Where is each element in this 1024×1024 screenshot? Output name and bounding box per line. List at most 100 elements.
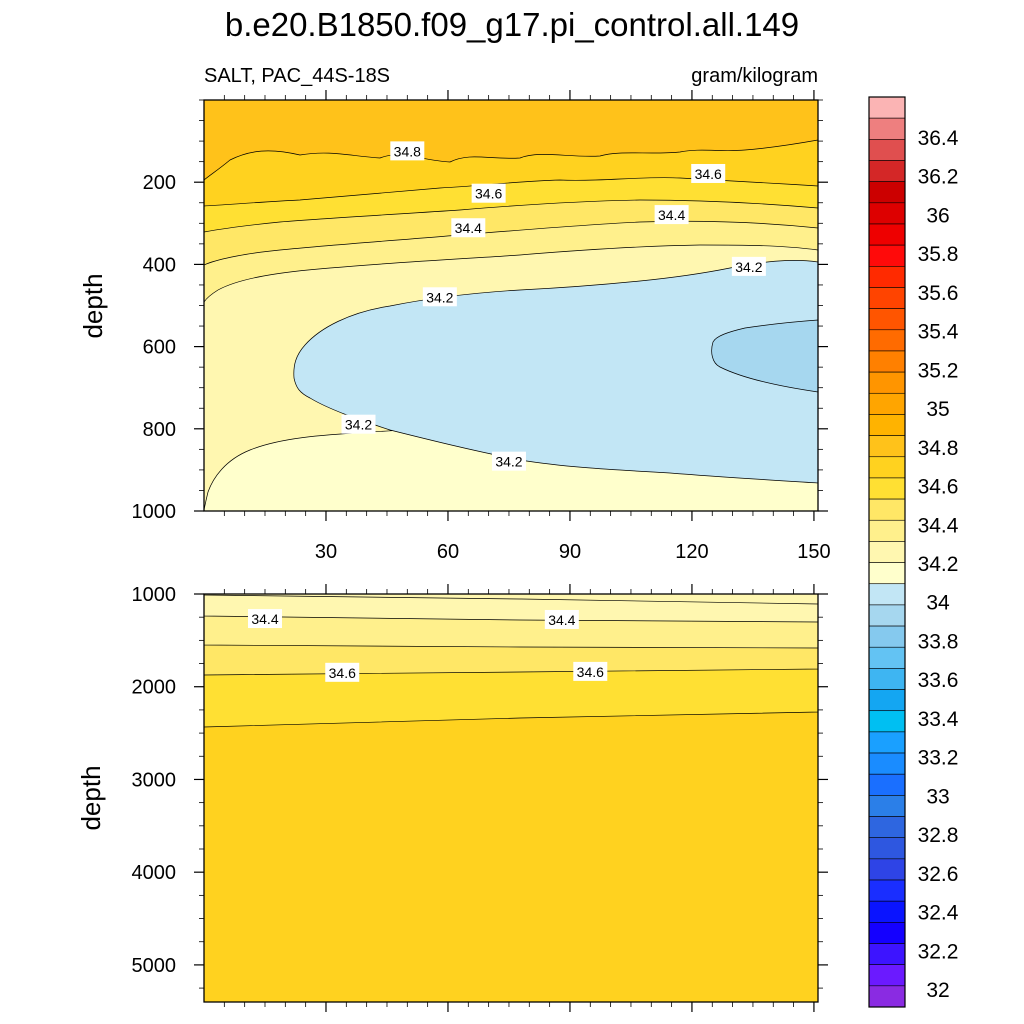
contour-label: 34.2 [341, 414, 376, 434]
colorbar-swatch [868, 287, 906, 309]
contour-label: 34.4 [247, 609, 282, 629]
colorbar-swatch [868, 435, 906, 458]
bottom-y-axis-label: depth [76, 765, 106, 830]
colorbar-swatch [868, 392, 906, 415]
colorbar-swatch [868, 414, 906, 436]
colorbar-swatch [868, 371, 906, 394]
contour-label-text: 34.4 [251, 611, 278, 627]
contour-label-text: 34.8 [394, 143, 421, 159]
y-tick-label: 1000 [132, 584, 177, 606]
contour-label: 34.2 [731, 256, 766, 276]
contour-label-text: 34.6 [577, 664, 604, 680]
y-tick-label: 2000 [132, 677, 177, 699]
colorbar-label: 35.6 [918, 282, 959, 305]
colorbar-swatch [868, 985, 906, 1008]
fill-34-2-top-b [204, 594, 818, 605]
colorbar-swatch [868, 139, 906, 161]
colorbar-swatch [868, 900, 906, 923]
contour-label: 34.8 [390, 141, 425, 161]
bottom-panel-ticks: 1000 2000 3000 4000 5000 [132, 584, 828, 1012]
contour-label: 34.4 [544, 609, 579, 629]
colorbar-label: 33.2 [918, 747, 959, 770]
colorbar-label: 32 [926, 979, 949, 1002]
colorbar-swatch [868, 96, 906, 119]
y-tick-label: 400 [143, 254, 176, 276]
colorbar-swatch [868, 583, 906, 606]
colorbar-swatch [868, 498, 906, 521]
x-tick-label: 60 [437, 541, 459, 563]
colorbar-swatch [868, 266, 906, 288]
colorbar-swatch [868, 541, 906, 563]
top-panel-fill [204, 100, 818, 511]
contour-label: 34.4 [654, 205, 689, 225]
colorbar-label: 35 [926, 398, 949, 421]
y-tick-label: 800 [143, 419, 176, 441]
contour-label: 34.6 [325, 662, 360, 682]
colorbar-frame [868, 96, 906, 1008]
x-tick-label: 120 [675, 541, 708, 563]
top-panel-contour-labels: 34.8 34.6 34.6 34.4 34.4 34.2 34.2 34.2 34.2 [341, 141, 766, 471]
x-tick-label: 90 [559, 541, 581, 563]
y-tick-label: 3000 [132, 769, 177, 791]
contour-label-text: 34.4 [658, 207, 685, 223]
contour-label: 34.4 [451, 218, 486, 238]
colorbar-label: 33.6 [918, 669, 959, 692]
colorbar-swatch [868, 519, 906, 542]
bottom-panel-contour-labels: 34.4 34.4 34.6 34.6 [247, 609, 608, 682]
colorbar: 36.4 36.2 36 35.8 35.6 35.4 35.2 35 34.8 34.6 34.4… [868, 96, 959, 1008]
y-tick-label: 600 [143, 337, 176, 359]
contour-label: 34.6 [471, 183, 506, 203]
colorbar-swatch [868, 160, 906, 182]
colorbar-label: 34.2 [918, 553, 959, 576]
right-subtitle: gram/kilogram [691, 65, 818, 87]
contour-label-text: 34.4 [455, 220, 482, 236]
colorbar-label: 35.4 [918, 321, 959, 344]
colorbar-swatch [868, 350, 906, 373]
colorbar-swatch [868, 922, 906, 944]
colorbar-swatch [868, 816, 906, 838]
colorbar-swatch [868, 689, 906, 712]
colorbar-swatch [868, 308, 906, 331]
colorbar-swatch [868, 604, 906, 627]
contour-label-text: 34.2 [735, 259, 762, 275]
colorbar-swatch [868, 562, 906, 585]
colorbar-swatch [868, 223, 906, 246]
colorbar-label: 33.4 [918, 708, 959, 731]
colorbar-swatch [868, 710, 906, 733]
contour-label-text: 34.6 [475, 186, 502, 202]
colorbar-label: 36.4 [918, 127, 959, 150]
y-tick-label: 5000 [132, 955, 177, 977]
contour-label: 34.2 [491, 451, 526, 471]
colorbar-swatch [868, 879, 906, 902]
fill-34-0-pool [293, 260, 818, 484]
bottom-panel-fill [204, 594, 818, 1002]
colorbar-swatch [868, 668, 906, 690]
contour-label: 34.6 [573, 661, 608, 681]
colorbar-label: 35.2 [918, 359, 959, 382]
left-subtitle: SALT, PAC_44S-18S [204, 65, 390, 87]
colorbar-label: 34.4 [918, 514, 959, 537]
colorbar-label: 32.8 [918, 824, 959, 847]
colorbar-swatch [868, 795, 906, 817]
colorbar-label: 36.2 [918, 166, 959, 189]
colorbar-label: 32.2 [918, 940, 959, 963]
colorbar-swatch [868, 964, 906, 987]
contour-label-text: 34.6 [695, 166, 722, 182]
contour-label: 34.6 [691, 163, 726, 183]
contour-label: 34.2 [422, 287, 457, 307]
colorbar-swatch [868, 625, 906, 648]
colorbar-label: 34 [926, 592, 950, 615]
colorbar-label: 33 [926, 785, 949, 808]
bottom-panel: 1000 2000 3000 4000 5000 34.4 34.4 34.6 34.6 de… [76, 584, 828, 1012]
colorbar-swatch [868, 117, 906, 140]
y-tick-label: 4000 [132, 862, 177, 884]
colorbar-label: 32.6 [918, 863, 959, 886]
colorbar-label: 35.8 [918, 243, 959, 266]
chart-title: b.e20.B1850.f09_g17.pi_control.all.149 [225, 6, 799, 43]
colorbar-label: 33.8 [918, 630, 959, 653]
colorbar-label: 36 [926, 204, 949, 227]
colorbar-swatch [868, 752, 906, 775]
contour-label-text: 34.4 [548, 612, 575, 628]
colorbar-swatch [868, 858, 906, 881]
